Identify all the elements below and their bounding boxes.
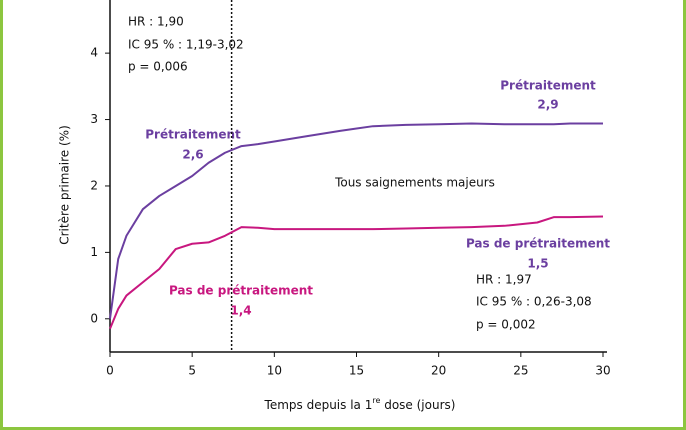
x-tick-label: 25 bbox=[513, 364, 528, 378]
annotation: 2,9 bbox=[537, 98, 558, 112]
annotation: Pas de prétraitement bbox=[466, 237, 610, 251]
y-tick-label: 1 bbox=[90, 245, 98, 259]
chart: Critère primaire (%) Temps depuis la 1re… bbox=[58, 0, 611, 412]
y-axis-label: Critère primaire (%) bbox=[58, 125, 72, 245]
x-label-part: Temps depuis la 1 bbox=[264, 398, 373, 412]
annotation: IC 95 % : 1,19-3,02 bbox=[128, 38, 244, 52]
x-tick-label: 5 bbox=[188, 364, 196, 378]
x-label-sup: re bbox=[372, 396, 380, 405]
y-tick-label: 4 bbox=[90, 46, 98, 60]
x-tick-label: 20 bbox=[431, 364, 446, 378]
y-tick-label: 2 bbox=[90, 178, 98, 192]
x-tick-label: 15 bbox=[349, 364, 364, 378]
annotation: HR : 1,90 bbox=[128, 15, 184, 29]
annotation: p = 0,006 bbox=[128, 60, 188, 74]
y-tick-label: 3 bbox=[90, 112, 98, 126]
annotation: 1,5 bbox=[527, 257, 548, 271]
series-line bbox=[109, 122, 603, 319]
annotation: Tous saignements majeurs bbox=[334, 176, 495, 190]
annotation: Prétraitement bbox=[145, 128, 241, 142]
annotation: HR : 1,97 bbox=[476, 273, 532, 287]
series-line bbox=[109, 215, 604, 330]
x-tick-label: 30 bbox=[595, 364, 610, 378]
annotation: 2,6 bbox=[182, 148, 203, 162]
annotation: Prétraitement bbox=[500, 79, 596, 93]
x-axis-label: Temps depuis la 1re dose (jours) bbox=[264, 396, 456, 412]
annotation: Pas de prétraitement bbox=[169, 284, 313, 298]
y-tick-label: 0 bbox=[90, 311, 98, 325]
annotation: IC 95 % : 0,26-3,08 bbox=[476, 295, 592, 309]
annotation: 1,4 bbox=[230, 304, 251, 318]
x-tick-label: 10 bbox=[267, 364, 282, 378]
x-label-part: dose (jours) bbox=[380, 398, 455, 412]
x-tick-label: 0 bbox=[106, 364, 114, 378]
annotation: p = 0,002 bbox=[476, 318, 536, 332]
